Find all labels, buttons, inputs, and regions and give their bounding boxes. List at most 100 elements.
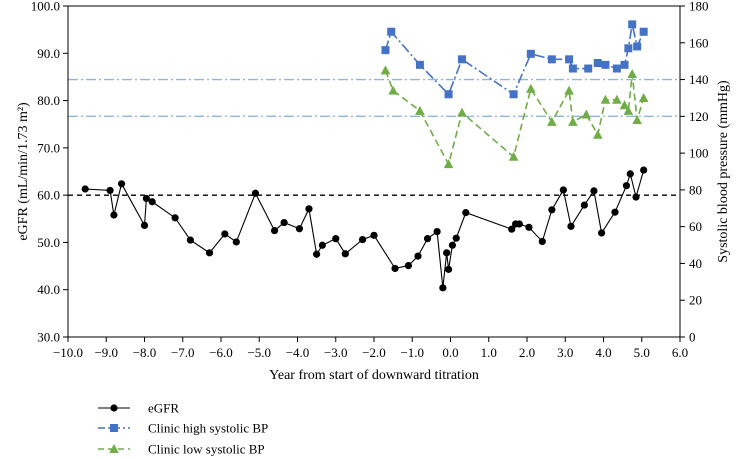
egfr-point bbox=[106, 186, 114, 195]
egfr-point bbox=[452, 234, 460, 242]
egfr-point bbox=[597, 229, 606, 237]
series-clinic-low-systolic-bp bbox=[380, 65, 649, 169]
tick-marks: −10.0 −9.0 −8.0 −7.0 −6.0 −5.0 −4.0 −3.0 −2.0 −1.… bbox=[31, 0, 709, 360]
high-bp-point bbox=[415, 60, 424, 69]
x-tick-label: −3.0 bbox=[324, 345, 348, 360]
low-bp-point bbox=[600, 94, 611, 104]
egfr-point bbox=[414, 252, 422, 260]
y-right-tick-label: 120 bbox=[689, 109, 709, 124]
y-left-tick-label: 40.0 bbox=[37, 282, 60, 297]
egfr-point bbox=[305, 205, 313, 213]
egfr-point bbox=[508, 225, 516, 233]
high-bp-point bbox=[624, 44, 633, 53]
low-bp-point bbox=[612, 94, 622, 104]
y-right-tick-label: 0 bbox=[689, 330, 696, 345]
low-bp-point bbox=[415, 105, 425, 115]
high-bp-point bbox=[612, 64, 621, 73]
x-tick-label: 0.0 bbox=[442, 345, 458, 360]
egfr-point bbox=[148, 198, 156, 206]
legend-label: Clinic low systolic BP bbox=[148, 442, 265, 457]
egfr-point bbox=[640, 166, 648, 174]
y-axis-left-label: eGFR (mL/min/1.73 m²) bbox=[16, 102, 31, 241]
low-bp-point bbox=[581, 109, 592, 119]
egfr-point bbox=[140, 221, 149, 230]
high-bp-point bbox=[509, 90, 518, 99]
y-left-tick-label: 100.0 bbox=[31, 0, 60, 14]
egfr-point bbox=[110, 211, 118, 219]
egfr-point bbox=[611, 208, 619, 216]
egfr-point bbox=[515, 220, 523, 228]
y-left-tick-label: 30.0 bbox=[37, 330, 60, 345]
x-tick-label: 5.0 bbox=[634, 345, 650, 360]
egfr-point bbox=[391, 264, 399, 273]
egfr-point bbox=[295, 225, 304, 233]
x-tick-label: −1.0 bbox=[400, 345, 424, 360]
y-left-tick-label: 70.0 bbox=[37, 140, 60, 155]
egfr-point bbox=[171, 214, 179, 222]
egfr-point bbox=[280, 218, 288, 227]
egfr-point bbox=[444, 265, 453, 273]
y-right-tick-label: 80 bbox=[689, 182, 702, 197]
egfr-point bbox=[632, 193, 640, 201]
egfr-point bbox=[580, 201, 588, 209]
x-tick-label: −8.0 bbox=[133, 345, 157, 360]
y-axis-right-label: Systolic blood pressure (mmHg) bbox=[716, 80, 731, 263]
high-bp-point bbox=[547, 55, 556, 64]
x-tick-label: −2.0 bbox=[362, 345, 386, 360]
egfr-point bbox=[232, 238, 240, 246]
high-bp-point bbox=[593, 59, 602, 68]
high-bp-point bbox=[633, 42, 642, 51]
x-tick-label: −9.0 bbox=[94, 345, 118, 360]
low-bp-point bbox=[623, 105, 634, 115]
high-bp-point bbox=[628, 20, 637, 29]
low-bp-point bbox=[388, 85, 398, 95]
y-right-tick-label: 100 bbox=[689, 146, 709, 161]
low-bp-point bbox=[619, 100, 630, 110]
egfr-point bbox=[117, 180, 126, 188]
x-tick-label: 4.0 bbox=[595, 345, 611, 360]
legend-label: Clinic high systolic BP bbox=[148, 421, 268, 436]
egfr-point bbox=[423, 235, 432, 243]
egfr-point bbox=[318, 241, 326, 249]
series-line bbox=[85, 169, 645, 288]
high-bp-point bbox=[444, 90, 453, 99]
y-right-tick-label: 160 bbox=[689, 35, 709, 50]
series-egfr bbox=[81, 166, 648, 292]
x-tick-label: 1.0 bbox=[481, 345, 497, 360]
egfr-point bbox=[559, 186, 567, 194]
series-line bbox=[384, 70, 645, 167]
series-clinic-high-systolic-bp bbox=[381, 20, 648, 99]
low-bp-point bbox=[380, 65, 391, 75]
y-right-tick-label: 180 bbox=[689, 0, 709, 14]
y-right-tick-label: 40 bbox=[689, 256, 702, 271]
low-bp-point bbox=[526, 83, 536, 93]
low-bp-point bbox=[568, 116, 578, 126]
egfr-point bbox=[443, 249, 451, 257]
egfr-point bbox=[448, 241, 457, 249]
egfr-point bbox=[341, 250, 349, 258]
egfr-point bbox=[462, 209, 470, 217]
egfr-point bbox=[370, 231, 378, 239]
low-bp-point bbox=[547, 116, 557, 126]
x-tick-label: −4.0 bbox=[286, 345, 310, 360]
y-right-tick-label: 140 bbox=[689, 72, 709, 87]
x-tick-label: −6.0 bbox=[209, 345, 233, 360]
high-bp-point bbox=[584, 64, 593, 73]
high-bp-point bbox=[387, 27, 396, 36]
y-left-tick-label: 50.0 bbox=[37, 235, 60, 250]
egfr-point bbox=[567, 222, 575, 230]
egfr-point bbox=[626, 170, 634, 178]
egfr-point bbox=[590, 187, 598, 195]
low-bp-point bbox=[508, 151, 519, 161]
low-bp-point bbox=[564, 85, 574, 95]
high-bp-point bbox=[381, 46, 390, 55]
high-bp-point bbox=[601, 60, 610, 69]
y-left-tick-label: 60.0 bbox=[37, 188, 60, 203]
y-left-tick-label: 80.0 bbox=[37, 93, 60, 108]
egfr-point bbox=[622, 182, 631, 190]
low-bp-point bbox=[638, 92, 649, 102]
low-bp-point bbox=[592, 129, 603, 139]
egfr-point bbox=[332, 235, 340, 243]
high-bp-point bbox=[639, 27, 648, 36]
